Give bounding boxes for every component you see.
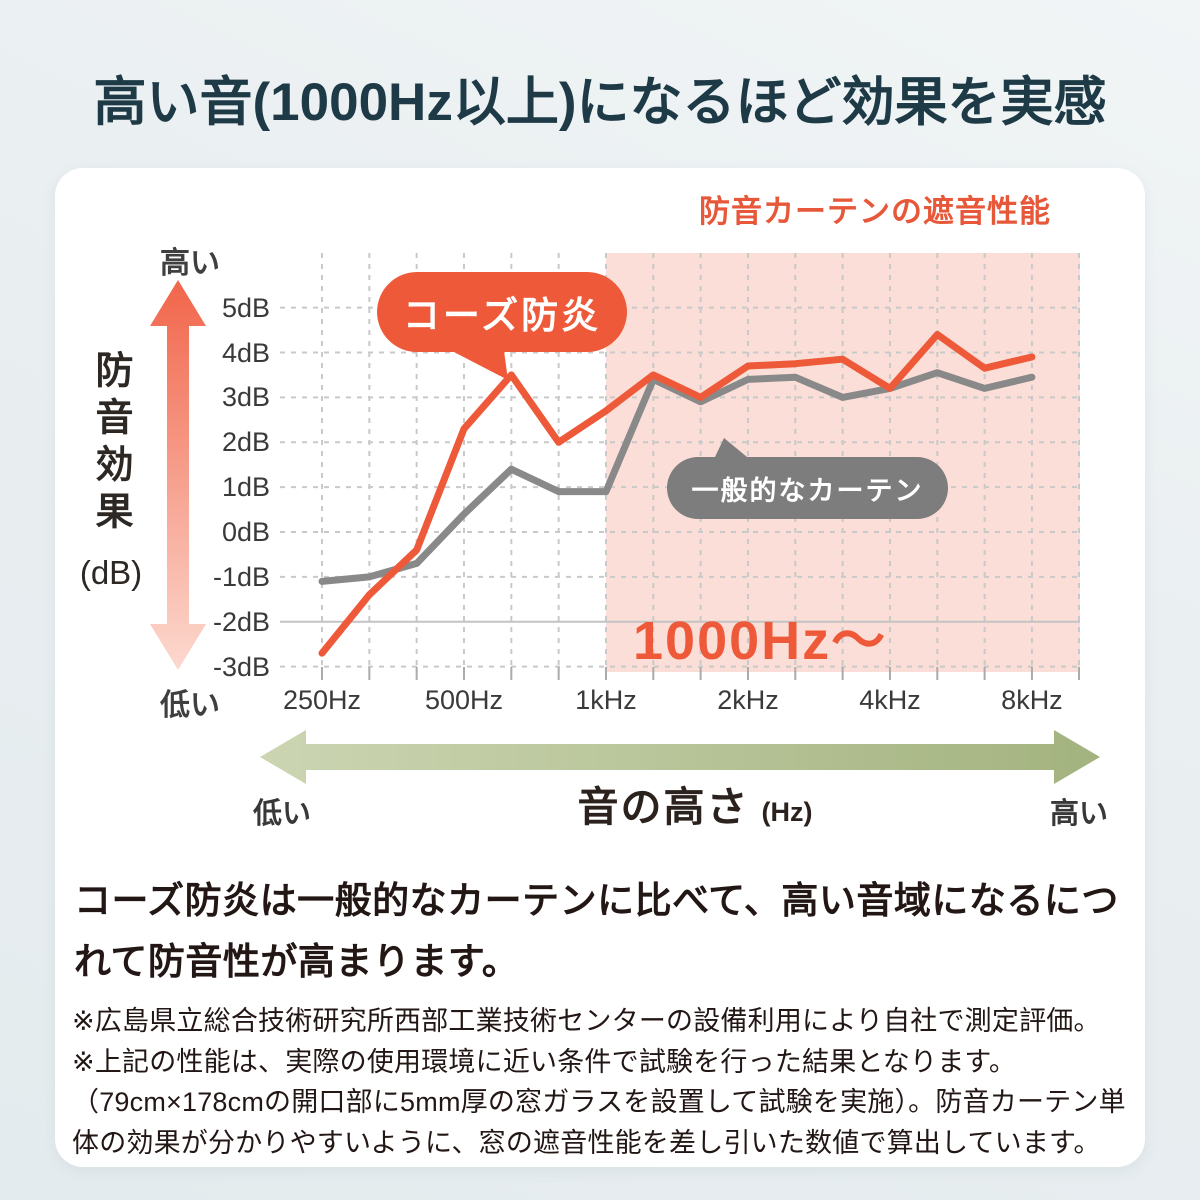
x-tick-label: 1kHz [575,685,637,715]
data-line-series2 [318,369,1036,585]
x-tick-label: 4kHz [859,685,921,715]
series1-bubble-tail-icon [452,351,508,380]
x-tick-label: 500Hz [424,685,503,715]
x-tick-label: 250Hz [282,685,362,715]
series2-bubble-label: 一般的なカーテン [691,475,924,506]
x-axis-arrow-icon [260,730,1100,784]
description-line: れて防音性が高まります。 [74,941,520,982]
series1-bubble: コーズ防炎 [377,272,627,352]
footnote-line: （79cm×178cmの開口部に5mm厚の窓ガラスを設置して試験を実施）。防音カ… [72,1087,1126,1117]
chart-card: 防音カーテンの遮音性能 5dB 4dB 3dB 2dB 1dB 0dB -1dB -2dB -3… [55,168,1145,1167]
y-tick-label: -1dB [212,561,270,592]
description-line: コーズ防炎は一般的なカーテンに比べて、高い音域になるにつ [74,880,1119,921]
y-tick-label: -3dB [212,651,270,682]
highlight-region-label: 1000Hz〜 [633,611,888,671]
y-tick-label: 0dB [221,517,270,547]
series1-bubble-label: コーズ防炎 [402,295,602,336]
x-tick-label: 2kHz [717,685,779,715]
footnote-line: ※上記の性能は、実際の使用環境に近い条件で試験を行った結果となります。 [72,1046,1017,1077]
y-tick-label: 2dB [221,427,270,458]
y-axis-arrow-icon [150,280,206,670]
x-axis-arrow-high-label: 高い [1049,798,1108,830]
series2-bubble: 一般的なカーテン [667,457,948,519]
series2-bubble-tail-icon [715,438,747,457]
y-axis-high-label: 高い [160,247,220,280]
x-tick-label: 8kHz [1001,685,1063,715]
footnote-line: ※広島県立総合技術研究所西部工業技術センターの設備利用により自社で測定評価。 [72,1006,1101,1036]
chart-title: 防音カーテンの遮音性能 [699,194,1051,229]
footnotes: ※広島県立総合技術研究所西部工業技術センターの設備利用により自社で測定評価。 ※… [72,1001,1126,1163]
x-axis-arrow-title-group: 音の高さ (Hz) [485,773,905,833]
y-axis-low-label: 低い [160,689,220,722]
y-axis-unit-label: (dB) [79,554,143,591]
x-axis-arrow-unit: (Hz) [761,797,813,827]
x-axis-arrow-low-label: 低い [253,798,312,830]
y-axis-title: 防音効果 [89,350,131,538]
description-text: コーズ防炎は一般的なカーテンに比べて、高い音域になるにつ れて防音性が高まります… [74,870,1119,992]
footnote-line: 体の効果が分かりやすいように、窓の遮音性能を差し引いた数値で算出しています。 [72,1127,1101,1158]
y-tick-label: 4dB [221,337,270,368]
x-axis-arrow-title: 音の高さ [577,784,750,830]
y-tick-label: 5dB [221,292,270,323]
y-tick-label: -2dB [212,606,270,637]
y-tick-label: 3dB [221,382,270,413]
data-line-series1 [318,331,1036,657]
plot-area [280,253,1080,680]
y-tick-label: 1dB [221,472,270,503]
page-title: 高い音(1000Hz以上)になるほど効果を実感 [93,73,1107,132]
